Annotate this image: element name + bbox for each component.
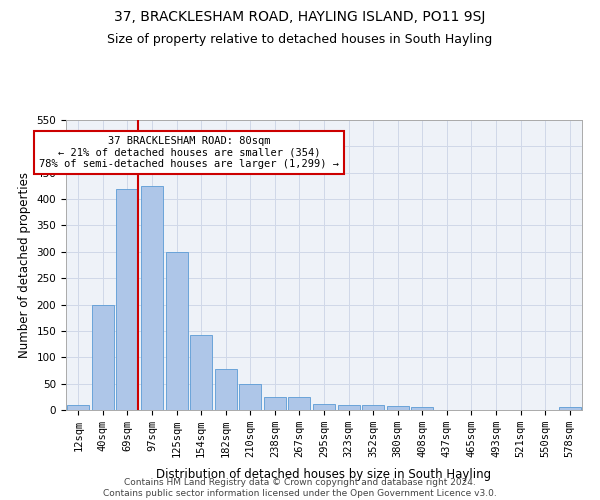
Text: 37 BRACKLESHAM ROAD: 80sqm
← 21% of detached houses are smaller (354)
78% of sem: 37 BRACKLESHAM ROAD: 80sqm ← 21% of deta… — [39, 136, 339, 169]
Bar — [362, 404, 384, 410]
Text: Size of property relative to detached houses in South Hayling: Size of property relative to detached ho… — [107, 32, 493, 46]
X-axis label: Distribution of detached houses by size in South Hayling: Distribution of detached houses by size … — [157, 468, 491, 481]
Bar — [289, 397, 310, 410]
Bar — [264, 397, 286, 410]
Bar — [141, 186, 163, 410]
Bar — [338, 404, 359, 410]
Bar — [166, 252, 188, 410]
Bar — [190, 334, 212, 410]
Bar — [313, 404, 335, 410]
Bar — [92, 304, 114, 410]
Bar — [411, 408, 433, 410]
Bar — [116, 188, 139, 410]
Text: Contains HM Land Registry data © Crown copyright and database right 2024.
Contai: Contains HM Land Registry data © Crown c… — [103, 478, 497, 498]
Bar — [215, 369, 237, 410]
Text: 37, BRACKLESHAM ROAD, HAYLING ISLAND, PO11 9SJ: 37, BRACKLESHAM ROAD, HAYLING ISLAND, PO… — [115, 10, 485, 24]
Y-axis label: Number of detached properties: Number of detached properties — [18, 172, 31, 358]
Bar — [239, 384, 262, 410]
Bar — [386, 406, 409, 410]
Bar — [67, 404, 89, 410]
Bar — [559, 408, 581, 410]
